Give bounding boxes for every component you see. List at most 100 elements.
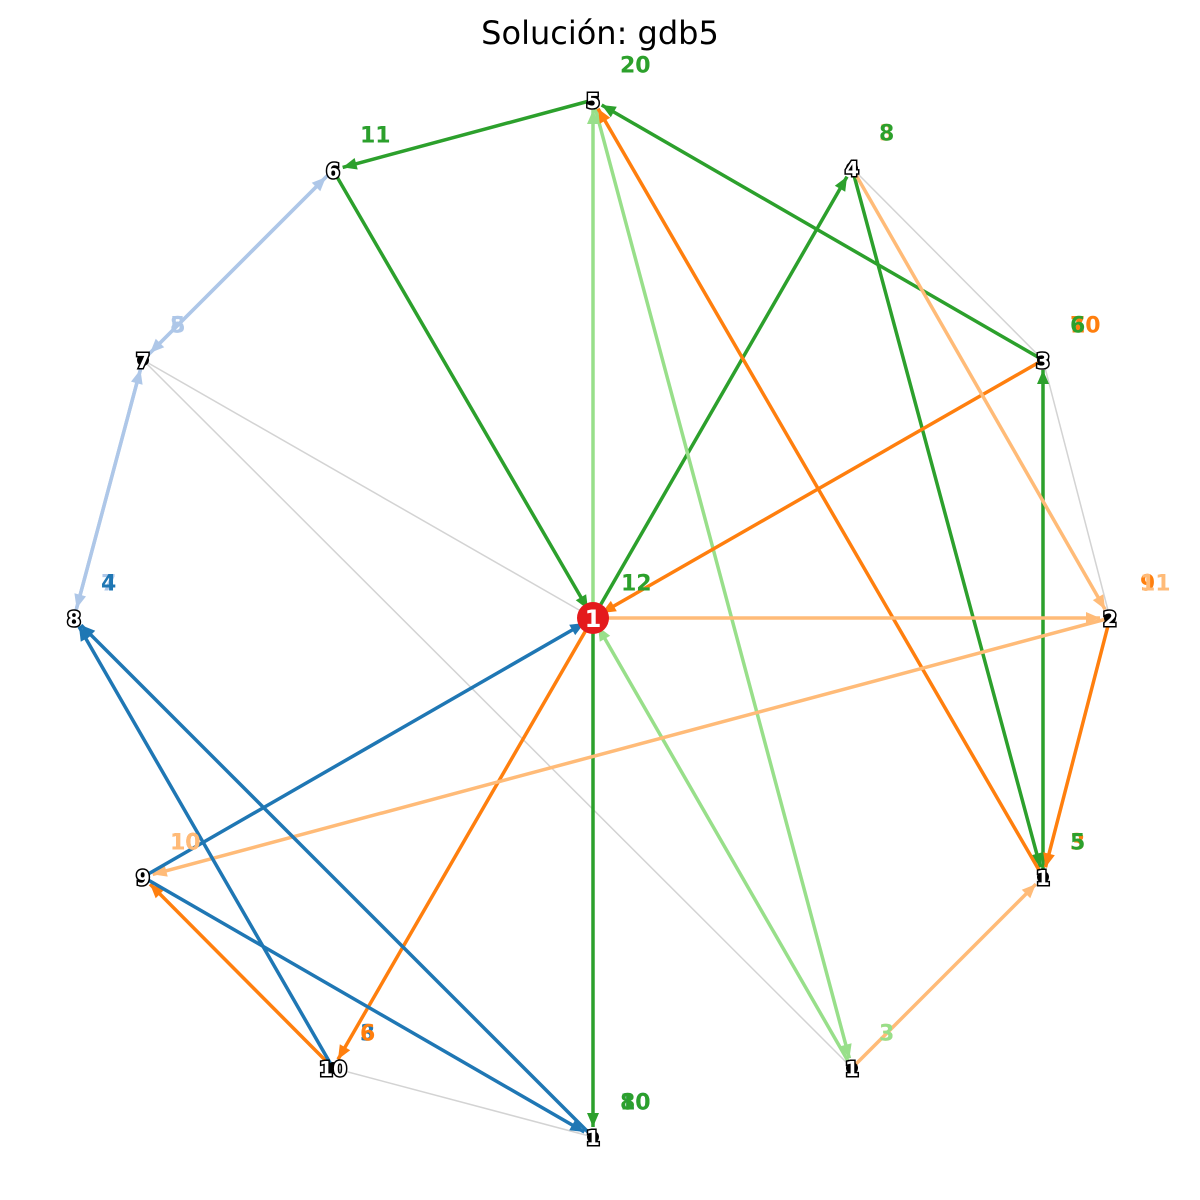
route-arrowhead (598, 108, 611, 124)
route-arrowhead (150, 338, 165, 353)
route-arc (600, 103, 1044, 362)
node-label: 1 (1036, 866, 1050, 890)
load-label: 6 (1070, 314, 1085, 339)
depot-label: 1 (585, 605, 602, 633)
route-arc (142, 621, 586, 879)
node-label: 9 (136, 866, 150, 890)
route-arc (336, 617, 595, 1061)
route-arc (591, 99, 852, 1059)
route-arrowhead (81, 625, 96, 640)
route-arc (77, 625, 335, 1069)
route-arc (148, 882, 335, 1070)
load-label: 10 (620, 1091, 651, 1116)
load-label: 8 (879, 122, 894, 147)
load-label: 5 (170, 314, 185, 339)
node-label: 5 (586, 89, 600, 113)
route-arc (600, 358, 1044, 615)
route-arc (1043, 617, 1112, 868)
load-label: 12 (621, 572, 652, 597)
route-arrowhead (840, 1043, 852, 1059)
route-arrowhead (1030, 852, 1043, 868)
depot-node: 1 (577, 602, 609, 634)
route-arc (850, 167, 1043, 868)
route-arrowhead (152, 864, 168, 877)
load-label: 8 (170, 314, 185, 339)
route-arc (148, 168, 335, 355)
route-arrowhead (1092, 594, 1106, 610)
base-edge (142, 359, 853, 1069)
node-label: 3 (1036, 349, 1050, 373)
route-arc (850, 167, 1107, 611)
load-label: 4 (101, 572, 116, 597)
load-label: 5 (1070, 831, 1085, 856)
load-label: 10 (170, 831, 201, 856)
load-label: 20 (620, 54, 651, 79)
load-label: 3 (879, 1022, 894, 1047)
customer-node: 7 (135, 348, 152, 375)
load-label: 7 (1070, 314, 1085, 339)
load-label: 9 (1140, 572, 1155, 597)
base-edge (332, 1067, 594, 1138)
route-arrowhead (342, 157, 358, 170)
diagram-title: Solución: gdb5 (481, 14, 719, 52)
route-arc (591, 175, 849, 619)
node-label: 1 (845, 1057, 859, 1081)
customer-node: 2 (1102, 606, 1119, 633)
customer-node: 9 (135, 865, 152, 892)
base-edge (1042, 359, 1111, 619)
customer-node: 1 (844, 1056, 861, 1083)
load-label: 10 (1070, 314, 1101, 339)
load-label: 3 (360, 1022, 375, 1047)
load-label: 11 (360, 124, 391, 149)
load-label: 11 (360, 124, 391, 149)
route-arc (850, 882, 1038, 1070)
node-label: 2 (1103, 607, 1117, 631)
route-arc (331, 169, 590, 611)
route-arrowhead (338, 1044, 351, 1060)
customer-node: 4 (844, 156, 861, 183)
load-label: 3 (879, 122, 894, 147)
load-label: 10 (620, 1091, 651, 1116)
node-label: 4 (845, 157, 859, 181)
base-edge (851, 167, 1044, 361)
node-label: 6 (326, 159, 340, 183)
load-label: 8 (620, 1091, 635, 1116)
node-label: 1 (586, 1126, 600, 1150)
route-arc (152, 616, 1111, 877)
load-label: 6 (360, 1022, 375, 1047)
base-edges (142, 167, 1111, 1138)
node-label: 8 (67, 607, 81, 631)
customer-node: 3 (1035, 348, 1052, 375)
route-arrowhead (587, 1113, 599, 1127)
customer-node: 10 (318, 1056, 349, 1083)
route-arrowhead (78, 626, 92, 642)
route-arrowhead (1021, 884, 1036, 899)
route-arc (596, 107, 1045, 878)
customer-node: 8 (66, 606, 83, 633)
route-arc (74, 359, 145, 609)
load-label: 10 (170, 831, 201, 856)
load-label: 11 (1140, 572, 1171, 597)
route-arrowhead (587, 110, 599, 124)
customer-node: 1 (1035, 865, 1052, 892)
node-label: 10 (319, 1057, 347, 1081)
route-arc (596, 625, 854, 1069)
load-label: 20 (620, 54, 651, 79)
route-arc (342, 98, 594, 170)
load-label: 3 (1070, 831, 1085, 856)
node-label: 7 (136, 349, 150, 373)
load-label: 12 (621, 572, 652, 597)
customer-node: 6 (325, 158, 342, 185)
route-arrowhead (834, 176, 848, 192)
route-arrowhead (1037, 370, 1049, 384)
route-arrowhead (150, 884, 165, 899)
load-label: 3 (879, 1022, 894, 1047)
route-arrowhead (1043, 852, 1055, 868)
route-arc (79, 623, 595, 1139)
route-arc (142, 875, 586, 1134)
customer-node: 1 (585, 1125, 602, 1152)
route-arrowhead (569, 1119, 585, 1132)
